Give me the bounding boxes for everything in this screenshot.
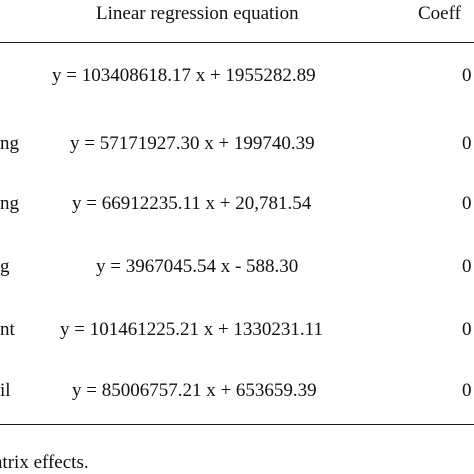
row-equation: y = 66912235.11 x + 20,781.54 bbox=[72, 193, 312, 214]
row-coefficient: 0 bbox=[462, 65, 472, 86]
row-coefficient: 0 bbox=[462, 193, 472, 214]
row-label: nt bbox=[0, 319, 15, 340]
row-equation: y = 3967045.54 x - 588.30 bbox=[96, 256, 299, 277]
row-label: il bbox=[0, 380, 11, 401]
row-equation: y = 103408618.17 x + 1955282.89 bbox=[52, 65, 316, 86]
row-equation: y = 57171927.30 x + 199740.39 bbox=[70, 133, 315, 154]
header-coefficient: Coeff bbox=[418, 3, 461, 24]
row-coefficient: 0 bbox=[462, 380, 472, 401]
row-label: ng bbox=[0, 193, 19, 214]
row-coefficient: 0 bbox=[462, 256, 472, 277]
row-label: ng bbox=[0, 133, 19, 154]
row-coefficient: 0 bbox=[462, 319, 472, 340]
row-equation: y = 101461225.21 x + 1330231.11 bbox=[60, 319, 323, 340]
bottom-rule bbox=[0, 424, 474, 425]
header-rule bbox=[0, 42, 474, 43]
row-label: g bbox=[0, 256, 10, 277]
header-equation: Linear regression equation bbox=[96, 3, 299, 24]
row-equation: y = 85006757.21 x + 653659.39 bbox=[72, 380, 317, 401]
table-footnote: atrix effects. bbox=[0, 452, 89, 473]
row-coefficient: 0 bbox=[462, 133, 472, 154]
